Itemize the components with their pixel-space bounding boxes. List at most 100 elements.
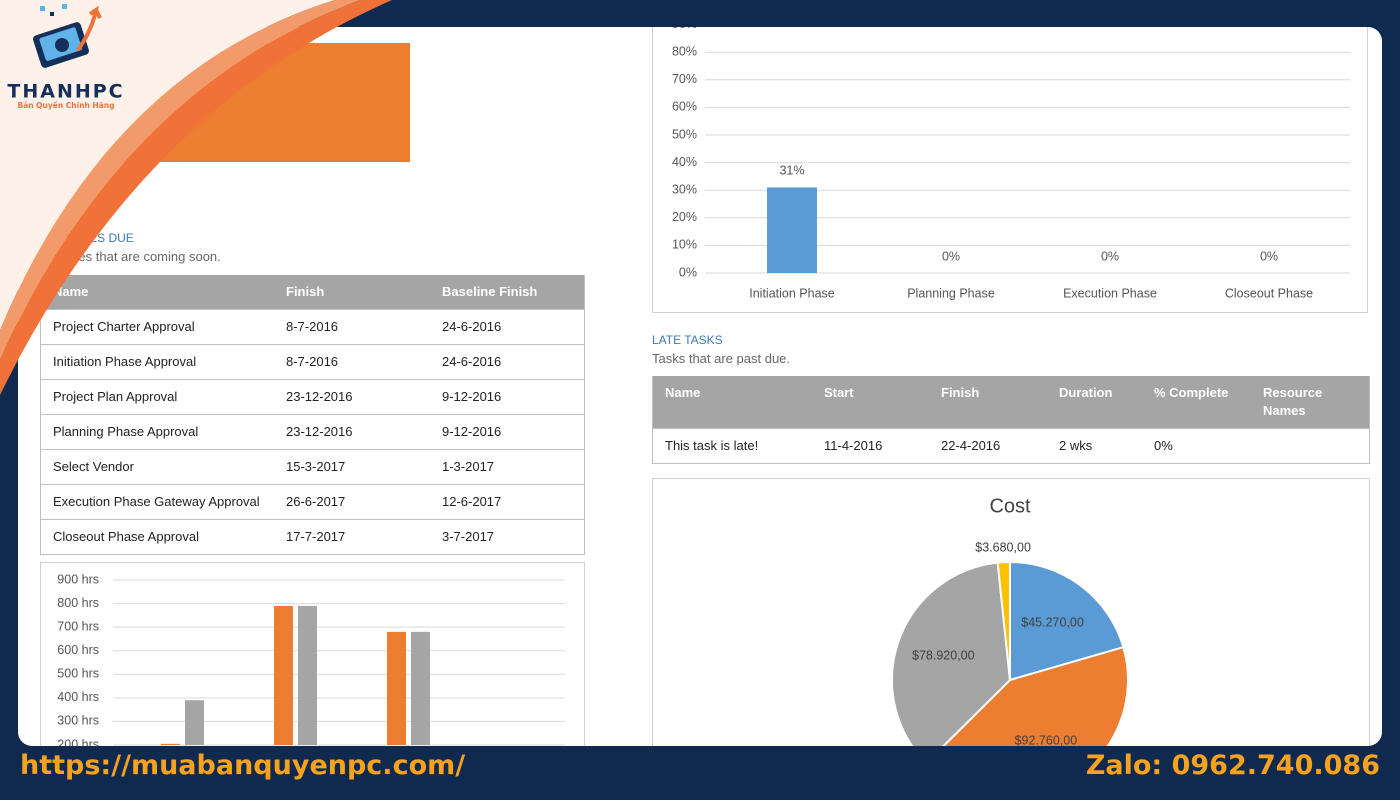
table-cell: Project Plan Approval <box>53 389 178 404</box>
y-tick-label: 800 hrs <box>57 596 99 610</box>
table-cell: Execution Phase Gateway Approval <box>53 494 260 509</box>
y-tick-label: 70% <box>672 72 697 86</box>
table-row: Execution Phase Gateway Approval 26-6-201… <box>41 484 584 519</box>
bar <box>411 631 430 745</box>
chart-frame <box>652 478 1370 746</box>
pie-slice <box>942 645 1129 746</box>
x-tick-label: Closeout Phase <box>1225 286 1313 300</box>
value-label: 0% <box>942 249 960 263</box>
bar <box>298 605 317 745</box>
brand-tagline: Bản Quyền Chính Hãng <box>17 101 114 110</box>
y-tick-label: 20% <box>672 210 697 224</box>
y-tick-label: 300 hrs <box>57 714 99 728</box>
bar <box>161 743 180 745</box>
report-panel: MILESTONES DUE Milestones that are comin… <box>18 27 1382 746</box>
chart-frame <box>652 27 1368 313</box>
value-label: 0% <box>1260 249 1278 263</box>
y-tick-label: 400 hrs <box>57 690 99 704</box>
y-tick-label: 0% <box>679 265 697 279</box>
footer-contact: Zalo: 0962.740.086 <box>1085 750 1380 781</box>
column-header: Finish <box>941 385 980 400</box>
table-cell: 3-7-2017 <box>442 529 495 544</box>
bar <box>274 605 293 745</box>
table-cell: Planning Phase Approval <box>53 424 199 439</box>
bar <box>387 631 406 745</box>
brand-name: THANHPC <box>7 81 124 103</box>
table-cell: Select Vendor <box>53 459 134 474</box>
column-header: Finish <box>286 284 325 299</box>
value-label: $45.270,00 <box>1021 616 1084 630</box>
y-tick-label: 700 hrs <box>57 619 99 633</box>
y-tick-label: 40% <box>672 155 697 169</box>
table-row: Select Vendor 15-3-2017 1-3-2017 <box>41 449 584 484</box>
table-row: Initiation Phase Approval 8-7-2016 24-6-20… <box>41 344 584 379</box>
swoosh-light <box>0 0 335 330</box>
table-cell: Initiation Phase Approval <box>53 354 197 369</box>
table-cell: Project Charter Approval <box>53 319 195 334</box>
table-cell: 23-12-2016 <box>286 424 353 439</box>
value-label: $92.760,00 <box>1015 733 1078 746</box>
table-cell: 0% <box>1154 438 1173 453</box>
y-tick-label: 900 hrs <box>57 572 99 586</box>
x-tick-label: Planning Phase <box>907 286 995 300</box>
pie-slice <box>996 560 1011 681</box>
chart-title: Cost <box>989 495 1031 517</box>
value-label: 0% <box>1101 249 1119 263</box>
column-header: Start <box>824 385 854 400</box>
table: Name Finish Baseline Finish Project Charter… <box>40 275 585 555</box>
table-header: Name Finish Baseline Finish <box>41 275 584 309</box>
y-tick-label: 500 hrs <box>57 667 99 681</box>
column-header: Name <box>665 385 701 400</box>
value-label: $78.920,00 <box>912 649 975 663</box>
chart-frame <box>40 562 585 746</box>
column-header: % Complete <box>1154 385 1229 400</box>
x-tick-label: Execution Phase <box>1063 286 1157 300</box>
y-tick-label: 60% <box>672 100 697 114</box>
bar <box>767 187 817 273</box>
table-cell: 2 wks <box>1059 438 1093 453</box>
pie-slice <box>1009 560 1125 682</box>
table-cell: 26-6-2017 <box>286 494 346 509</box>
table-cell: 8-7-2016 <box>286 354 339 369</box>
table-cell: 22-4-2016 <box>941 438 1001 453</box>
y-tick-label: 10% <box>672 238 697 252</box>
table-cell: Closeout Phase Approval <box>53 529 199 544</box>
table-cell: 24-6-2016 <box>442 319 502 334</box>
column-header: Duration <box>1059 385 1113 400</box>
value-label: $3.680,00 <box>975 540 1031 554</box>
table-cell: 23-12-2016 <box>286 389 353 404</box>
table: Name Start Finish Duration % Complete Resourc… <box>652 376 1370 464</box>
table-cell: 9-12-2016 <box>442 389 502 404</box>
logo-icon <box>33 4 102 68</box>
value-label: 31% <box>779 164 804 178</box>
charts: 0% 10% 20% 30% 40% 50% 60% 70% 80% 90% Initiation … <box>57 27 1350 746</box>
footer-url[interactable]: https://muabanquyenpc.com/ <box>20 750 466 781</box>
y-tick-label: 30% <box>672 182 697 196</box>
column-header: Baseline Finish <box>442 284 538 299</box>
table-row: Closeout Phase Approval 17-7-2017 3-7-2017 <box>41 519 584 554</box>
x-tick-label: Initiation Phase <box>749 286 835 300</box>
section-subtitle: Tasks that are past due. <box>652 351 791 366</box>
y-tick-label: 80% <box>672 44 697 58</box>
table-cell: 17-7-2017 <box>286 529 346 544</box>
table-cell: 12-6-2017 <box>442 494 502 509</box>
table-header: Name Start Finish Duration % Complete Resourc… <box>653 376 1369 428</box>
table-cell: 8-7-2016 <box>286 319 339 334</box>
table-row: Project Plan Approval 23-12-2016 9-12-2016 <box>41 379 584 414</box>
table-cell: 9-12-2016 <box>442 424 502 439</box>
column-header: Name <box>53 284 89 299</box>
table-cell: 24-6-2016 <box>442 354 502 369</box>
table-cell: 1-3-2017 <box>442 459 495 474</box>
y-tick-label: 90% <box>672 27 697 31</box>
table-row: This task is late! 11-4-2016 22-4-2016 2 wk… <box>653 428 1369 463</box>
pie-slice <box>891 561 1012 746</box>
y-tick-label: 200 hrs <box>57 737 99 746</box>
table-row: Project Charter Approval 8-7-2016 24-6-201… <box>41 309 584 344</box>
column-header: Resource Names <box>1263 385 1323 418</box>
table-cell: 11-4-2016 <box>824 438 883 453</box>
table-cell: 15-3-2017 <box>286 459 346 474</box>
section-title: LATE TASKS <box>652 333 723 347</box>
y-tick-label: 600 hrs <box>57 643 99 657</box>
